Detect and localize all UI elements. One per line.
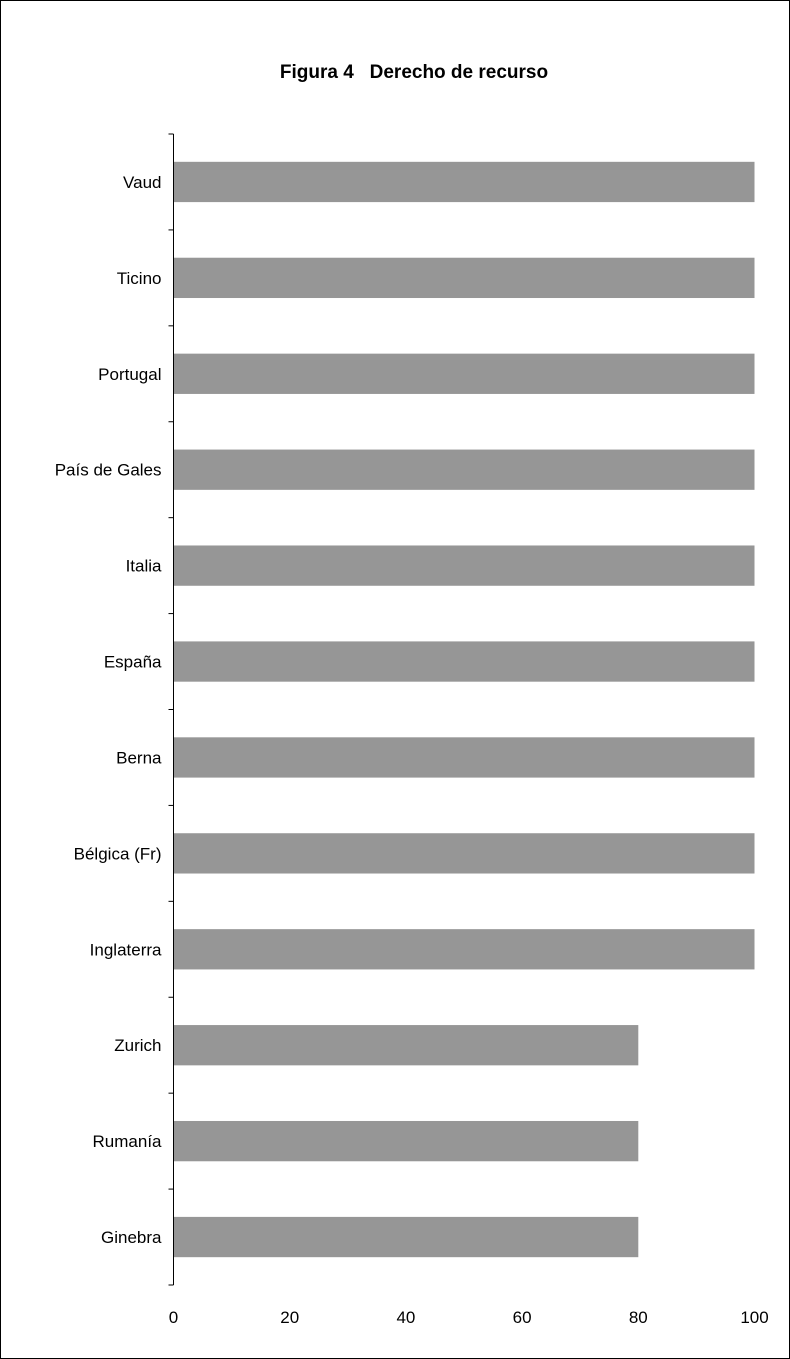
bar [174,257,755,299]
x-tick-label: 0 [169,1308,178,1327]
category-label: Bélgica (Fr) [74,844,162,863]
bar [174,1216,639,1258]
bar [174,1120,639,1162]
category-label: España [104,653,162,672]
category-label: Ticino [117,269,162,288]
x-tick-label: 80 [629,1308,648,1327]
x-tick-label: 20 [280,1308,299,1327]
category-label: Berna [116,748,162,767]
bars-layer [174,161,755,1258]
category-label: País de Gales [55,461,162,480]
x-tick-labels: 0 20 40 60 80 100 [169,1308,769,1327]
x-tick-label: 100 [740,1308,768,1327]
bar [174,545,755,586]
category-label: Italia [126,557,162,576]
category-label: Zurich [114,1036,161,1055]
bar [174,353,755,394]
bar [174,449,755,490]
x-tick-label: 60 [513,1308,532,1327]
ticks-layer [168,133,174,1286]
category-label: Portugal [98,365,161,384]
chart-title: Figura 4 Derecho de recurso [280,62,548,83]
bar [174,929,755,970]
x-tick-label: 40 [396,1308,415,1327]
category-label: Inglaterra [90,940,162,959]
category-label: Ginebra [101,1228,162,1247]
bar [174,833,755,874]
bar [174,161,755,203]
category-labels: Vaud Ticino Portugal País de Gales Italia Esp… [55,173,162,1247]
category-label: Vaud [123,173,161,192]
bar [174,1025,639,1066]
bar [174,737,755,778]
bar [174,641,755,682]
category-label: Rumanía [93,1132,163,1151]
